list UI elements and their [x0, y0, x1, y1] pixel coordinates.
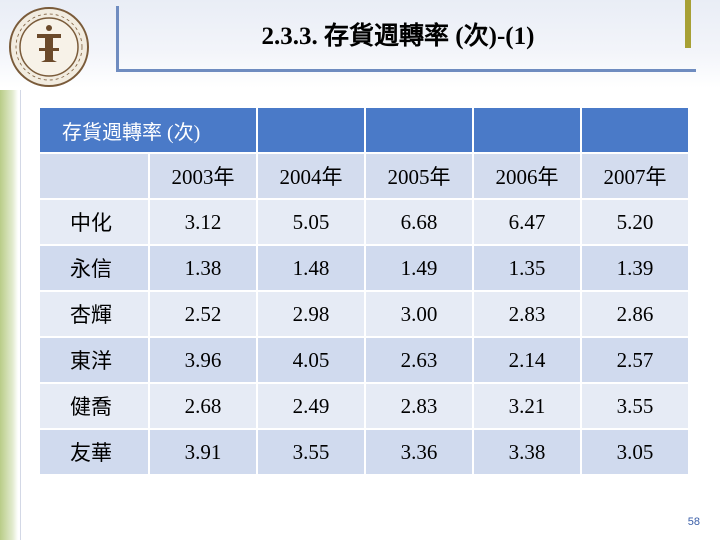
value-cell: 2.52 — [150, 292, 256, 336]
table-row: 永信 1.38 1.48 1.49 1.35 1.39 — [40, 246, 688, 290]
value-cell: 3.00 — [366, 292, 472, 336]
left-decor-band — [0, 90, 18, 540]
header-cell — [366, 108, 472, 152]
value-cell: 1.49 — [366, 246, 472, 290]
value-cell: 2.57 — [582, 338, 688, 382]
value-cell: 3.96 — [150, 338, 256, 382]
inventory-turnover-table: 存貨週轉率 (次) 2003年 2004年 2005年 2006年 2007年 … — [38, 106, 690, 476]
year-header: 2007年 — [582, 154, 688, 198]
company-name: 東洋 — [40, 338, 148, 382]
year-header-row: 2003年 2004年 2005年 2006年 2007年 — [40, 154, 688, 198]
table-row: 杏輝 2.52 2.98 3.00 2.83 2.86 — [40, 292, 688, 336]
left-divider — [20, 90, 21, 540]
header-cell — [258, 108, 364, 152]
company-name: 永信 — [40, 246, 148, 290]
title-frame — [116, 6, 696, 72]
year-header: 2005年 — [366, 154, 472, 198]
value-cell: 1.48 — [258, 246, 364, 290]
value-cell: 2.98 — [258, 292, 364, 336]
slide-header — [0, 0, 720, 88]
value-cell: 3.12 — [150, 200, 256, 244]
company-name: 中化 — [40, 200, 148, 244]
value-cell: 3.91 — [150, 430, 256, 474]
accent-bar — [685, 0, 691, 48]
value-cell: 3.55 — [582, 384, 688, 428]
table-row: 中化 3.12 5.05 6.68 6.47 5.20 — [40, 200, 688, 244]
value-cell: 1.38 — [150, 246, 256, 290]
page-title: 2.3.3. 存貨週轉率 (次)-(1) — [261, 23, 535, 50]
table-caption: 存貨週轉率 (次) — [40, 108, 256, 152]
value-cell: 3.36 — [366, 430, 472, 474]
header-cell — [474, 108, 580, 152]
university-seal-icon — [8, 6, 90, 88]
value-cell: 2.68 — [150, 384, 256, 428]
table-row: 東洋 3.96 4.05 2.63 2.14 2.57 — [40, 338, 688, 382]
value-cell: 6.68 — [366, 200, 472, 244]
year-header: 2004年 — [258, 154, 364, 198]
table-row: 友華 3.91 3.55 3.36 3.38 3.05 — [40, 430, 688, 474]
value-cell: 2.83 — [366, 384, 472, 428]
value-cell: 2.49 — [258, 384, 364, 428]
value-cell: 3.38 — [474, 430, 580, 474]
value-cell: 3.55 — [258, 430, 364, 474]
page-number: 58 — [687, 516, 700, 528]
year-header: 2003年 — [150, 154, 256, 198]
value-cell: 5.20 — [582, 200, 688, 244]
table-header-row: 存貨週轉率 (次) — [40, 108, 688, 152]
company-name: 杏輝 — [40, 292, 148, 336]
company-name: 友華 — [40, 430, 148, 474]
value-cell: 1.39 — [582, 246, 688, 290]
table-row: 健喬 2.68 2.49 2.83 3.21 3.55 — [40, 384, 688, 428]
value-cell: 5.05 — [258, 200, 364, 244]
year-header: 2006年 — [474, 154, 580, 198]
value-cell: 2.14 — [474, 338, 580, 382]
value-cell: 6.47 — [474, 200, 580, 244]
company-name: 健喬 — [40, 384, 148, 428]
header-cell — [582, 108, 688, 152]
value-cell: 1.35 — [474, 246, 580, 290]
value-cell: 3.21 — [474, 384, 580, 428]
corner-cell — [40, 154, 148, 198]
value-cell: 2.63 — [366, 338, 472, 382]
value-cell: 4.05 — [258, 338, 364, 382]
value-cell: 2.83 — [474, 292, 580, 336]
value-cell: 3.05 — [582, 430, 688, 474]
value-cell: 2.86 — [582, 292, 688, 336]
